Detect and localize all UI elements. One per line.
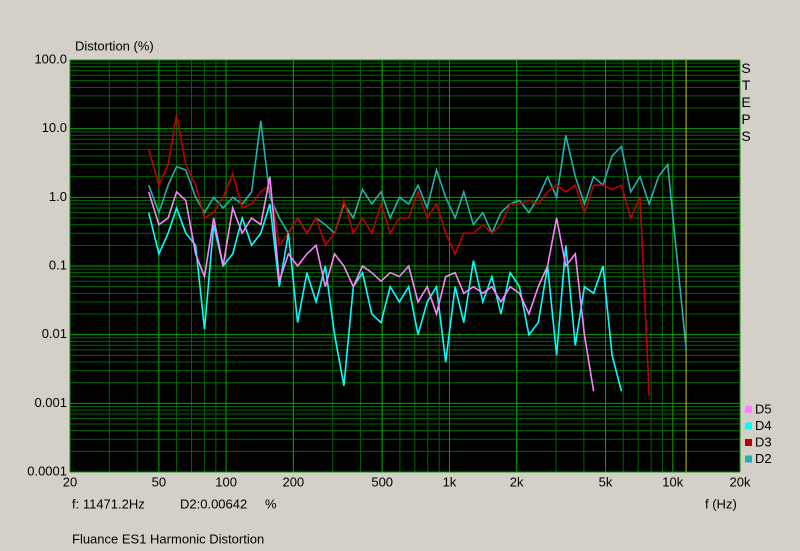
legend-swatch — [745, 406, 752, 413]
x-tick-label: 5k — [599, 474, 613, 489]
x-tick-label: 100 — [215, 474, 237, 489]
x-tick-label: 50 — [152, 474, 166, 489]
x-tick-label: 20 — [63, 474, 77, 489]
series-line — [147, 114, 650, 396]
legend-label: D5 — [755, 401, 772, 416]
legend-label: D2 — [755, 451, 772, 466]
legend-swatch — [745, 422, 752, 430]
y-tick-label: 1.0 — [49, 189, 67, 204]
series-line — [147, 120, 688, 350]
cursor-readout: D2:0.00642 — [180, 496, 247, 511]
y-tick-label: 0.001 — [34, 395, 67, 410]
side-label: STEPS — [738, 60, 754, 145]
series-line — [147, 176, 595, 392]
y-tick-label: 0.1 — [49, 257, 67, 272]
cursor-unit: % — [265, 496, 277, 511]
chart-title: Fluance ES1 Harmonic Distortion — [72, 531, 264, 546]
x-tick-label: 200 — [282, 474, 304, 489]
x-tick-label: 500 — [371, 474, 393, 489]
cursor-frequency: f: 11471.2Hz — [72, 496, 145, 511]
y-tick-label: 0.0001 — [27, 463, 67, 478]
series-line — [147, 203, 623, 392]
legend-label: D3 — [755, 434, 772, 449]
y-tick-label: 0.01 — [42, 326, 67, 341]
y-tick-label: 10.0 — [42, 120, 67, 135]
x-tick-label: 2k — [510, 474, 524, 489]
y-tick-label: 100.0 — [34, 51, 67, 66]
x-tick-label: 1k — [443, 474, 457, 489]
x-axis-label: f (Hz) — [705, 496, 737, 511]
y-axis-label: Distortion (%) — [75, 38, 154, 53]
x-tick-label: 20k — [730, 474, 751, 489]
legend-label: D4 — [755, 418, 772, 433]
legend-swatch — [745, 439, 752, 446]
legend-swatch — [745, 455, 752, 463]
x-tick-label: 10k — [662, 474, 683, 489]
